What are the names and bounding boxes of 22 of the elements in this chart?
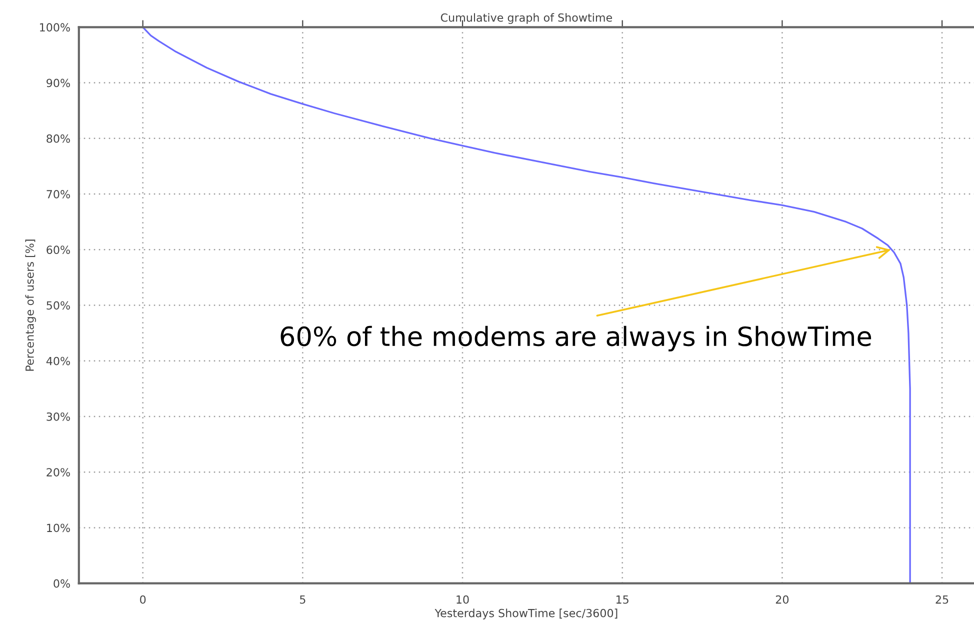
y-axis-title: Percentage of users [%]: [25, 240, 36, 371]
annotation: 60% of the modems are always in ShowTime: [280, 326, 872, 352]
y-tick-label: 20%: [46, 468, 70, 476]
y-tick-label: 50%: [46, 301, 70, 310]
y-tick-label: 30%: [46, 412, 70, 421]
y-tick-label: 70%: [46, 190, 70, 198]
x-tick-label: 10: [456, 595, 469, 604]
chart-title: Cumulative graph of Showtime: [440, 13, 612, 24]
x-tick-label: 5: [300, 595, 306, 604]
x-tick-label: 20: [776, 595, 789, 604]
x-tick-label: 25: [936, 595, 948, 604]
y-tick-label: 0%: [54, 579, 70, 588]
y-tick-label: 90%: [46, 78, 70, 88]
x-axis-title: Yesterdays ShowTime [sec/3600]: [434, 608, 618, 620]
x-tick-label: 15: [616, 595, 628, 604]
y-tick-label: 80%: [46, 134, 70, 143]
y-tick-label: 10%: [47, 524, 70, 532]
x-tick-label: 0: [140, 595, 146, 604]
line-series: [142, 27, 911, 584]
y-tick-label: 40%: [46, 356, 70, 366]
y-tick-label: 100%: [40, 23, 70, 32]
y-tick-label: 60%: [46, 246, 70, 254]
